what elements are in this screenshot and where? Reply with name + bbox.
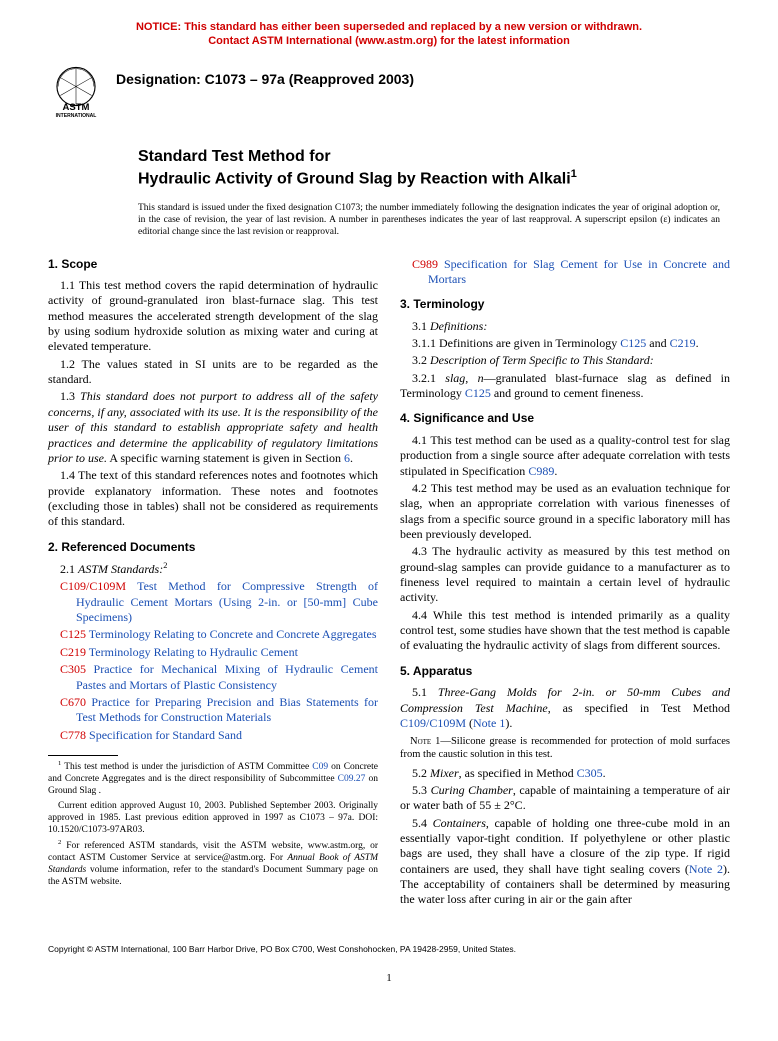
link-c125a[interactable]: C125 xyxy=(620,336,646,350)
p-5-1: 5.1 Three-Gang Molds for 2-in. or 50-mm … xyxy=(400,685,730,731)
link-committee-c09[interactable]: C09 xyxy=(312,762,328,772)
p-3-1-1: 3.1.1 Definitions are given in Terminolo… xyxy=(400,336,730,351)
link-c305b[interactable]: C305 xyxy=(577,766,603,780)
p-5-3: 5.3 Curing Chamber, capable of maintaini… xyxy=(400,783,730,814)
notice-line2: Contact ASTM International (www.astm.org… xyxy=(208,35,570,47)
p-3-1: 3.1 Definitions: xyxy=(400,319,730,334)
link-c989a[interactable]: C989 xyxy=(528,464,554,478)
ref-c219[interactable]: C219 Terminology Relating to Hydraulic C… xyxy=(48,645,378,660)
ref-c109[interactable]: C109/C109M Test Method for Compressive S… xyxy=(48,579,378,625)
title-pre: Standard Test Method for xyxy=(138,147,730,167)
ref-c778[interactable]: C778 Specification for Standard Sand xyxy=(48,728,378,743)
issuance-note: This standard is issued under the fixed … xyxy=(138,203,720,239)
ref-c989[interactable]: C989 Specification for Slag Cement for U… xyxy=(400,257,730,288)
ref-c670[interactable]: C670 Practice for Preparing Precision an… xyxy=(48,695,378,726)
p-5-2: 5.2 Mixer, as specified in Method C305. xyxy=(400,766,730,781)
link-note2[interactable]: Note 2 xyxy=(689,862,723,876)
header-row: ASTM INTERNATIONAL Designation: C1073 – … xyxy=(48,63,730,119)
notice-line1: NOTICE: This standard has either been su… xyxy=(136,21,642,33)
footnote-1: 1 This test method is under the jurisdic… xyxy=(48,760,378,798)
footnotes-block: 1 This test method is under the jurisdic… xyxy=(48,755,378,889)
p-1-2: 1.2 The values stated in SI units are to… xyxy=(48,357,378,388)
body-columns: 1. Scope 1.1 This test method covers the… xyxy=(48,257,730,908)
title-sup: 1 xyxy=(571,168,577,180)
section-3-head: 3. Terminology xyxy=(400,297,730,312)
footnote-1-para2: Current edition approved August 10, 2003… xyxy=(48,801,378,837)
title-main: Hydraulic Activity of Ground Slag by Rea… xyxy=(138,167,730,189)
link-c109b[interactable]: C109/C109M xyxy=(400,716,466,730)
p-1-3: 1.3 This standard does not purport to ad… xyxy=(48,389,378,466)
p-5-4: 5.4 Containers, capable of holding one t… xyxy=(400,816,730,908)
ref-c125[interactable]: C125 Terminology Relating to Concrete an… xyxy=(48,627,378,642)
notice-banner: NOTICE: This standard has either been su… xyxy=(48,20,730,49)
link-subcommittee-c0927[interactable]: C09.27 xyxy=(338,774,366,784)
p-4-1: 4.1 This test method can be used as a qu… xyxy=(400,433,730,479)
link-c125b[interactable]: C125 xyxy=(465,386,491,400)
p-4-3: 4.3 The hydraulic activity as measured b… xyxy=(400,544,730,605)
astm-logo: ASTM INTERNATIONAL xyxy=(48,63,104,119)
footnote-rule xyxy=(48,755,118,756)
p-2-1: 2.1 ASTM Standards:2 xyxy=(48,561,378,577)
svg-text:ASTM: ASTM xyxy=(63,102,90,113)
footnote-2: 2 For referenced ASTM standards, visit t… xyxy=(48,839,378,889)
p-1-1: 1.1 This test method covers the rapid de… xyxy=(48,278,378,355)
designation: Designation: C1073 – 97a (Reapproved 200… xyxy=(116,71,414,87)
section-1-head: 1. Scope xyxy=(48,257,378,272)
link-note1[interactable]: Note 1 xyxy=(473,716,505,730)
link-c219a[interactable]: C219 xyxy=(670,336,696,350)
copyright-line: Copyright © ASTM International, 100 Barr… xyxy=(48,944,730,954)
svg-text:INTERNATIONAL: INTERNATIONAL xyxy=(56,112,97,118)
section-2-head: 2. Referenced Documents xyxy=(48,540,378,555)
ref-c305[interactable]: C305 Practice for Mechanical Mixing of H… xyxy=(48,662,378,693)
note-1: Note 1—Silicone grease is recommended fo… xyxy=(400,735,730,761)
p-4-2: 4.2 This test method may be used as an e… xyxy=(400,481,730,542)
p-3-2: 3.2 Description of Term Specific to This… xyxy=(400,353,730,368)
p-1-4: 1.4 The text of this standard references… xyxy=(48,468,378,529)
section-5-head: 5. Apparatus xyxy=(400,664,730,679)
p-4-4: 4.4 While this test method is intended p… xyxy=(400,608,730,654)
page-number: 1 xyxy=(48,972,730,984)
section-4-head: 4. Significance and Use xyxy=(400,411,730,426)
p-3-2-1: 3.2.1 slag, n—granulated blast-furnace s… xyxy=(400,371,730,402)
title-block: Standard Test Method for Hydraulic Activ… xyxy=(138,147,730,189)
